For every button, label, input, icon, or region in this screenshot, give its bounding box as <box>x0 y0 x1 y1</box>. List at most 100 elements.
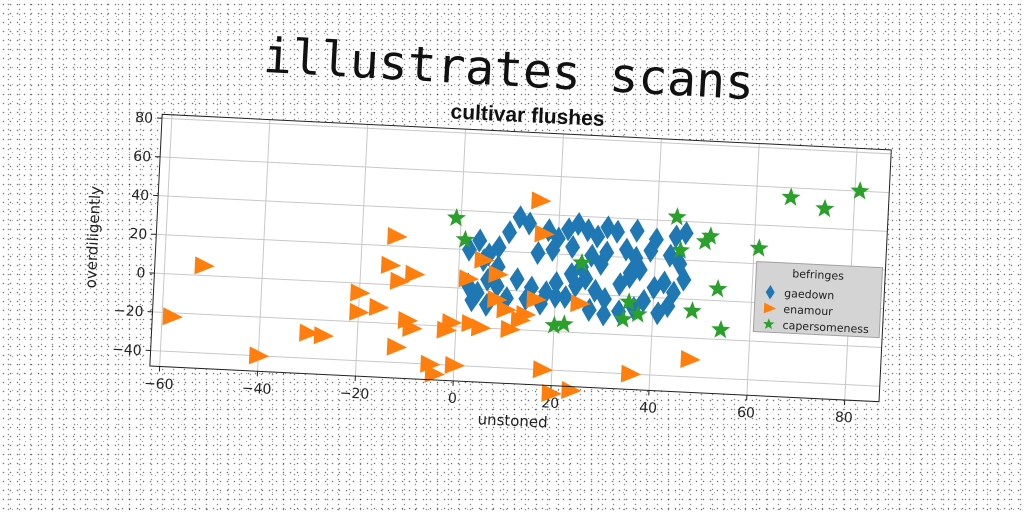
enamour-point <box>531 191 552 210</box>
gaedown-point <box>629 218 645 243</box>
gaedown-point <box>557 285 573 310</box>
enamour-point <box>561 381 582 400</box>
enamour-point <box>402 318 423 337</box>
gaedown-point <box>581 297 597 322</box>
legend-title: befringes <box>792 267 844 283</box>
gaedown-point <box>578 266 594 291</box>
legend-label-gaedown: gaedown <box>784 287 835 302</box>
gaedown-point <box>610 219 626 244</box>
gaedown-point <box>672 251 688 276</box>
enamour-point <box>436 320 457 339</box>
y-tick-label: −20 <box>114 303 144 320</box>
y-gridline <box>160 156 890 194</box>
gaedown-point <box>512 205 528 230</box>
enamour-point <box>380 255 402 274</box>
plot-frame <box>149 113 892 403</box>
gaedown-point <box>461 237 477 262</box>
capersomeness-point <box>850 181 870 200</box>
gaedown-point <box>547 284 563 309</box>
enamour-point <box>534 224 555 243</box>
enamour-point <box>532 360 554 379</box>
gaedown-point <box>660 293 676 318</box>
enamour-point <box>404 264 426 283</box>
capersomeness-point <box>711 319 731 339</box>
x-tick-label: −40 <box>241 381 271 398</box>
enamour-point <box>387 226 408 245</box>
capersomeness-point <box>544 315 564 335</box>
data-points <box>162 181 870 402</box>
gaedown-point <box>668 224 684 249</box>
x-tick-label: −60 <box>144 376 174 393</box>
gaedown-point <box>656 270 672 295</box>
enamour-point <box>389 271 411 290</box>
enamour-point <box>488 264 509 283</box>
legend-marker-capersomeness <box>763 318 775 330</box>
y-gridline <box>161 117 892 155</box>
gaedown-point <box>580 218 596 243</box>
gaedown-point <box>593 251 609 276</box>
enamour-point <box>444 355 466 374</box>
capersomeness-point <box>815 198 835 218</box>
gaedown-point <box>662 243 678 268</box>
enamour-point <box>368 297 390 316</box>
x-gridline <box>452 129 467 381</box>
enamour-point <box>420 354 441 373</box>
legend-label-capersomeness: capersomeness <box>782 319 869 336</box>
gaedown-point <box>565 234 581 259</box>
enamour-point <box>386 337 408 356</box>
gaedown-point <box>636 288 652 313</box>
enamour-point <box>441 313 463 332</box>
chart-title: cultivar flushes <box>450 100 605 130</box>
enamour-point <box>194 256 215 275</box>
gaedown-point <box>530 241 546 266</box>
gaedown-point <box>622 261 638 286</box>
x-gridline <box>257 119 271 372</box>
capersomeness-point <box>554 314 574 333</box>
gaedown-point <box>632 257 648 282</box>
enamour-point <box>299 323 320 342</box>
legend-marker-enamour <box>763 302 777 314</box>
gaedown-point <box>678 221 694 246</box>
enamour-point <box>570 294 591 313</box>
legend-marker-gaedown <box>765 285 775 300</box>
enamour-point <box>349 302 370 321</box>
gaedown-point <box>590 224 606 249</box>
gaedown-point <box>548 271 564 296</box>
capersomeness-point <box>701 226 721 245</box>
capersomeness-point <box>619 292 639 311</box>
x-tick-label: 0 <box>448 391 458 407</box>
enamour-point <box>162 307 183 326</box>
x-tick-label: 80 <box>835 410 854 427</box>
y-tick-label: 60 <box>133 149 152 166</box>
x-gridline <box>746 143 760 396</box>
gaedown-point <box>611 299 627 324</box>
plot-area <box>149 114 892 402</box>
capersomeness-point <box>446 208 467 227</box>
x-tick-label: −20 <box>339 385 369 402</box>
x-gridline <box>159 114 173 367</box>
enamour-point <box>470 318 492 337</box>
y-tick-label: 40 <box>131 187 150 204</box>
gaedown-point <box>509 267 525 292</box>
gaedown-point <box>502 220 518 245</box>
enamour-point <box>458 269 480 288</box>
y-tick-label: −40 <box>112 342 142 359</box>
gaedown-point <box>587 278 603 303</box>
capersomeness-point <box>667 207 687 226</box>
gaedown-point <box>600 215 616 240</box>
x-tick-label: 60 <box>737 405 756 422</box>
y-tick-label: 80 <box>135 110 154 127</box>
capersomeness-point <box>682 301 702 320</box>
x-gridline <box>354 124 369 377</box>
enamour-point <box>424 364 445 383</box>
enamour-point <box>500 319 521 338</box>
x-gridline <box>550 133 564 386</box>
enamour-point <box>350 283 371 302</box>
capersomeness-point <box>628 304 648 323</box>
capersomeness-point <box>671 240 690 259</box>
enamour-point <box>496 300 517 319</box>
y-axis-label: overdiligently <box>82 185 105 288</box>
